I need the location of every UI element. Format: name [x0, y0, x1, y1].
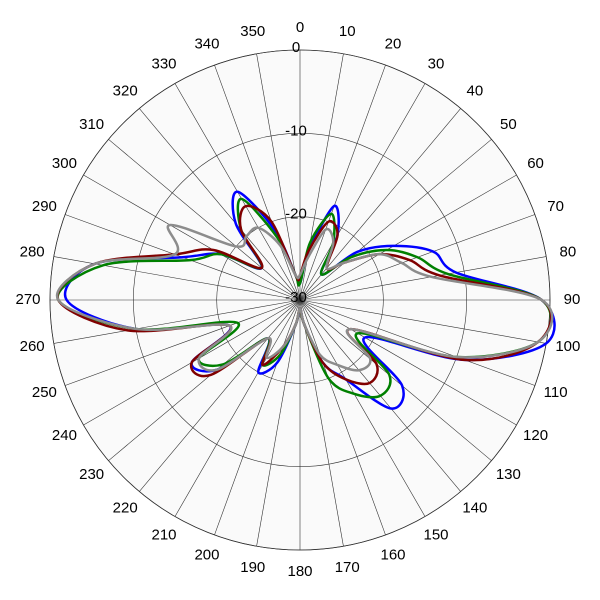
- grid-spoke: [256, 299, 301, 547]
- angle-tick-label: 180: [287, 563, 312, 580]
- angle-tick-label: 150: [423, 527, 448, 544]
- grid-spoke: [139, 108, 301, 301]
- angle-tick-label: 170: [335, 559, 360, 576]
- grid-spoke: [139, 299, 301, 492]
- radial-tick-label: -20: [285, 206, 307, 223]
- angle-tick-label: 340: [194, 35, 219, 52]
- angle-tick-label: 70: [547, 198, 564, 215]
- angle-tick-label: 140: [462, 499, 487, 516]
- grid-spoke: [299, 299, 344, 547]
- angle-tick-label: 230: [79, 466, 104, 483]
- angle-tick-label: 100: [555, 338, 580, 355]
- pattern-line: [55, 223, 554, 372]
- angle-tick-label: 310: [79, 116, 104, 133]
- grid-spoke: [299, 83, 426, 301]
- angle-tick-label: 60: [527, 155, 544, 172]
- grid-spoke: [108, 299, 301, 461]
- grid-spoke: [299, 299, 492, 461]
- radial-tick-label: 0: [292, 39, 300, 56]
- angle-tick-label: 120: [523, 427, 548, 444]
- angle-tick-label: 30: [428, 55, 445, 72]
- angle-tick-label: 110: [544, 384, 568, 401]
- grid-spoke: [214, 299, 301, 536]
- grid-spoke: [299, 256, 547, 301]
- angle-tick-label: 260: [20, 338, 45, 355]
- angle-tick-label: 160: [381, 547, 406, 564]
- angle-tick-label: 50: [500, 116, 517, 133]
- angle-tick-label: 290: [32, 198, 57, 215]
- grid-spoke: [53, 299, 301, 344]
- grid-spoke: [299, 299, 517, 426]
- angle-tick-label: 40: [466, 83, 483, 100]
- angle-tick-label: 280: [20, 244, 45, 261]
- angle-tick-label: 0: [296, 19, 304, 36]
- angle-tick-label: 20: [385, 35, 402, 52]
- grid-spoke: [83, 174, 301, 301]
- grid-spoke: [299, 139, 492, 301]
- radial-tick-label: -10: [285, 122, 307, 139]
- angle-tick-label: 270: [15, 291, 40, 308]
- angle-tick-label: 250: [32, 384, 57, 401]
- angle-tick-label: 80: [560, 244, 577, 261]
- angle-tick-label: 190: [240, 559, 265, 576]
- grid-spoke: [214, 64, 301, 301]
- radial-tick-label: -30: [285, 289, 307, 306]
- angle-tick-label: 330: [151, 55, 176, 72]
- angle-tick-label: 130: [496, 466, 521, 483]
- grid-spoke: [108, 139, 301, 301]
- grid-spoke: [299, 299, 426, 517]
- angle-tick-label: 210: [151, 527, 176, 544]
- grid-spoke: [256, 53, 301, 301]
- angle-tick-label: 200: [194, 547, 219, 564]
- angle-tick-label: 320: [113, 83, 138, 100]
- grid-spoke: [299, 174, 517, 301]
- grid-spoke: [299, 299, 386, 536]
- angle-tick-label: 220: [113, 499, 138, 516]
- grid-spoke: [299, 64, 386, 301]
- grid-spoke: [64, 299, 301, 386]
- angle-tick-label: 240: [52, 427, 77, 444]
- angle-tick-label: 90: [564, 291, 581, 308]
- angle-tick-label: 350: [240, 23, 265, 40]
- grid-spoke: [299, 299, 536, 386]
- grid-spoke: [174, 299, 301, 517]
- grid-spoke: [299, 299, 547, 344]
- angle-tick-label: 300: [52, 155, 77, 172]
- angle-tick-label: 10: [339, 23, 356, 40]
